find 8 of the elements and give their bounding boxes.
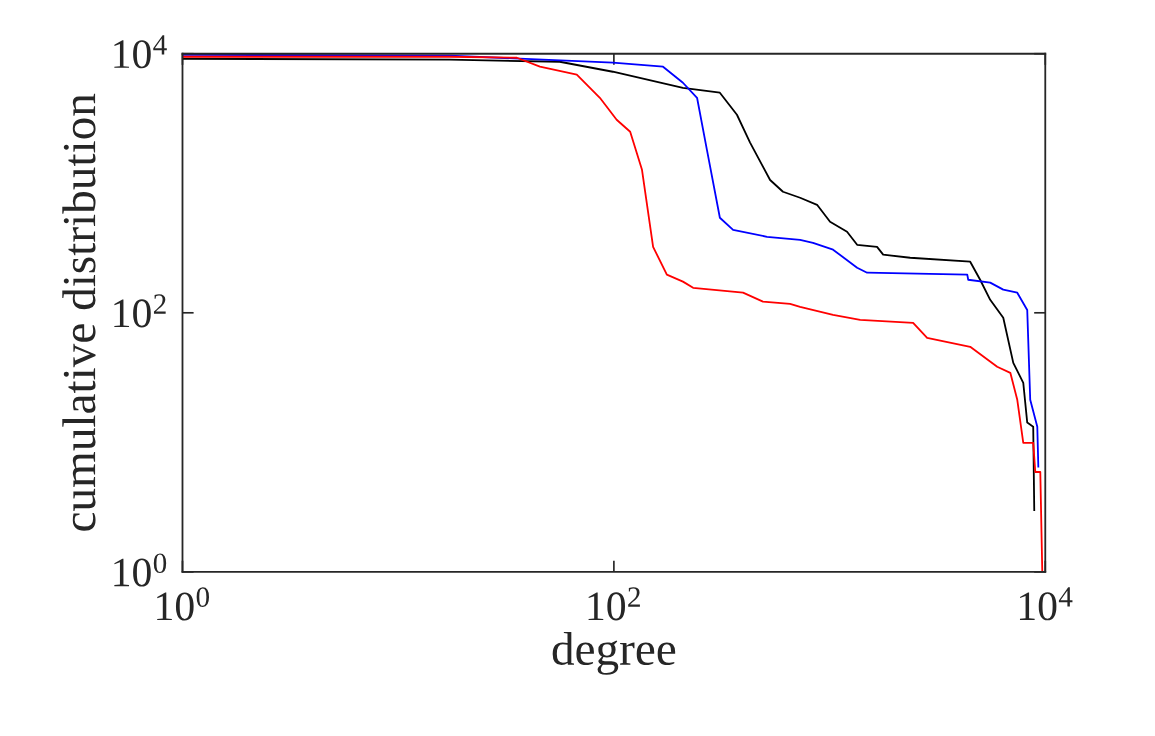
x-axis-title: degree xyxy=(552,631,676,675)
y-axis-title: cumulative distribution xyxy=(62,93,96,531)
y-tick-label: 10$^{2}$ xyxy=(114,294,166,328)
x-tick-label: 10$^{0}$ xyxy=(157,587,209,621)
y-tick-label: 10$^{0}$ xyxy=(114,553,167,587)
y-tick-label: 10$^{4}$ xyxy=(114,35,167,69)
x-tick-label: 10$^{2}$ xyxy=(588,587,640,621)
x-tick-label: 10$^{4}$ xyxy=(1019,587,1073,621)
